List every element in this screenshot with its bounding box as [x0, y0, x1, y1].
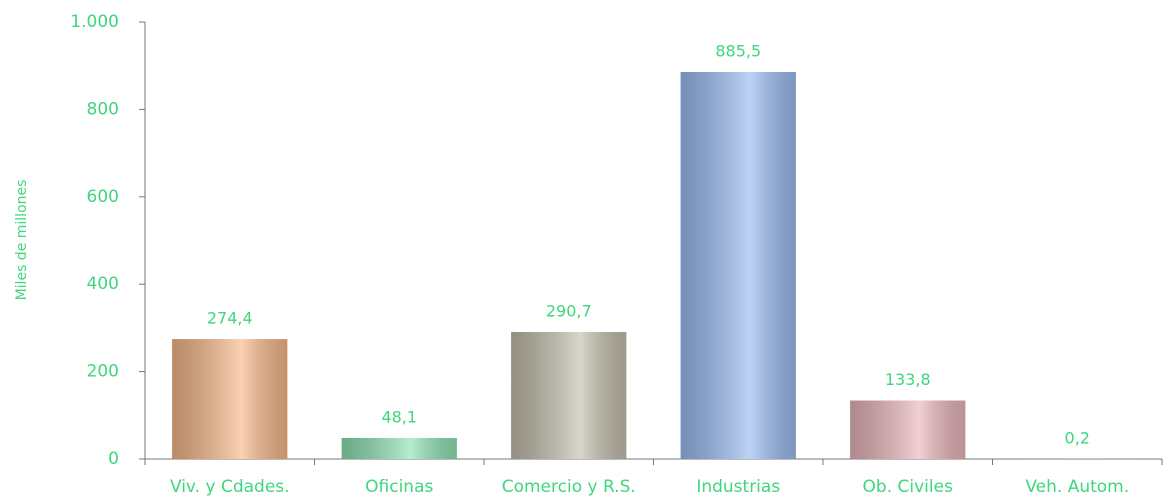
value-label: 274,4: [207, 309, 253, 328]
value-label: 48,1: [381, 407, 417, 426]
bar-shine: [680, 72, 796, 459]
y-tick-label: 1.000: [70, 12, 119, 32]
value-label: 885,5: [715, 42, 761, 61]
bar-shine: [511, 331, 627, 459]
y-tick-label: 0: [108, 449, 119, 469]
y-tick-label: 200: [87, 362, 119, 382]
value-label: 0,2: [1065, 428, 1090, 447]
x-tick-label: Industrias: [696, 477, 780, 497]
x-tick-label: Oficinas: [365, 477, 433, 497]
x-tick-label: Viv. y Cdades.: [170, 477, 290, 497]
bar-shine: [172, 339, 288, 459]
y-tick-label: 800: [87, 99, 119, 119]
x-tick-label: Veh. Autom.: [1025, 477, 1129, 497]
value-label: 290,7: [546, 301, 592, 320]
y-tick-label: 400: [87, 274, 119, 294]
value-label: 133,8: [885, 370, 931, 389]
x-tick-label: Comercio y R.S.: [502, 477, 636, 497]
x-tick-label: Ob. Civiles: [863, 477, 954, 497]
y-axis-label: Miles de millones: [14, 180, 30, 301]
bar-shine: [341, 437, 457, 459]
bar-shine: [850, 400, 966, 459]
y-tick-label: 600: [87, 187, 119, 207]
